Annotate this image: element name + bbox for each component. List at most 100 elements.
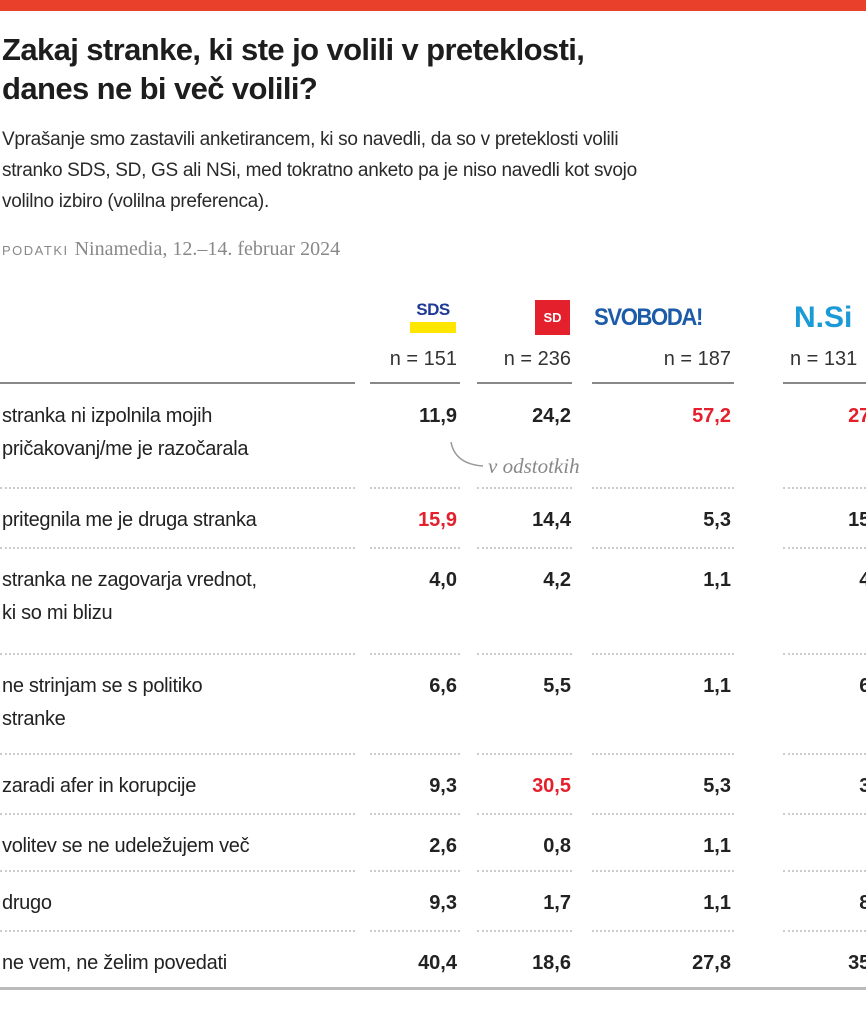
sds-logo-text: SDS [416, 300, 450, 319]
table-cell-value: 4,0 [429, 569, 457, 591]
subtitle-line: stranko SDS, SD, GS ali NSi, med tokratn… [2, 160, 637, 181]
title-line: Zakaj stranke, ki ste jo volili v pretek… [2, 32, 585, 67]
nsi-logo-text: N.Si [794, 301, 853, 334]
chart-title: Zakaj stranke, ki ste jo volili v pretek… [2, 30, 585, 108]
row-divider [477, 813, 572, 815]
source-note: PODATKI Ninamedia, 12.–14. februar 2024 [2, 238, 340, 261]
row-divider [0, 813, 355, 815]
table-cell-value: 9,3 [429, 775, 457, 797]
table-cell-value: 5,3 [703, 509, 731, 531]
table-cell-value: 9,3 [429, 892, 457, 914]
table-cell-value: 11,9 [419, 405, 457, 427]
table-cell-value: 57,2 [692, 405, 731, 427]
row-divider [783, 487, 866, 489]
table-cell-value: 4,2 [543, 569, 571, 591]
row-divider [0, 487, 355, 489]
table-cell-value: 1,1 [703, 569, 731, 591]
table-cell-value: 40,4 [418, 952, 457, 974]
row-divider [783, 753, 866, 755]
row-divider [477, 870, 572, 872]
row-divider [592, 753, 734, 755]
table-cell-value: - [787, 835, 866, 858]
row-label-line: pričakovanj/me je razočarala [2, 438, 249, 460]
row-divider [370, 813, 460, 815]
unit-annotation: v odstotkih [488, 454, 580, 478]
row-divider [592, 930, 734, 932]
source-text: Ninamedia, 12.–14. februar 2024 [74, 238, 341, 260]
table-cell-value: 6,1 [859, 675, 866, 697]
row-label: drugo [2, 887, 52, 920]
table-cell-value: 2,6 [429, 835, 457, 857]
row-divider [477, 753, 572, 755]
row-label-line: zaradi afer in korupcije [2, 775, 197, 797]
row-divider [783, 870, 866, 872]
table-cell-value: 3,0 [859, 775, 866, 797]
row-label-line: ne vem, ne želim povedati [2, 952, 227, 974]
row-divider [370, 930, 460, 932]
svoboda-logo-text: SVOBODA! [594, 304, 703, 331]
row-label-line: ne strinjam se s politiko [2, 675, 203, 697]
row-divider [477, 653, 572, 655]
sds-logo: SDS [410, 300, 456, 336]
row-divider [370, 870, 460, 872]
header-rule [370, 382, 460, 384]
row-label: stranka ni izpolnila mojih pričakovanj/me… [2, 400, 248, 466]
table-cell-value: 35,6 [848, 952, 866, 974]
table-cell-value: 0,8 [543, 835, 571, 857]
table-cell-value: 8,3 [859, 892, 866, 914]
table-cell-value: 6,6 [429, 675, 457, 697]
table-cell-value: 14,4 [532, 509, 571, 531]
row-divider [477, 547, 572, 549]
nsi-logo: N.Si [794, 300, 866, 336]
row-divider [0, 753, 355, 755]
sd-logo: SD [535, 300, 570, 335]
row-label-line: stranka ni izpolnila mojih [2, 405, 213, 427]
row-label-line: ki so mi blizu [2, 602, 113, 624]
svoboda-logo: SVOBODA! [594, 300, 734, 336]
accent-bar [0, 0, 866, 11]
row-label: ne vem, ne želim povedati [2, 947, 227, 980]
row-label: pritegnila me je druga stranka [2, 504, 257, 537]
table-cell-value: 15,2 [848, 509, 866, 531]
row-divider [0, 547, 355, 549]
row-label-line: volitev se ne udeležujem več [2, 835, 250, 857]
row-divider [370, 547, 460, 549]
chart-subtitle: Vprašanje smo zastavili anketirancem, ki… [2, 124, 866, 217]
row-divider [592, 653, 734, 655]
row-divider [370, 653, 460, 655]
table-cell-value: 5,3 [703, 775, 731, 797]
row-divider [477, 930, 572, 932]
table-cell-value: 1,1 [703, 892, 731, 914]
header-rule [477, 382, 572, 384]
table-cell-value: 1,1 [703, 835, 731, 857]
row-label: volitev se ne udeležujem več [2, 830, 250, 863]
header-rule [783, 382, 866, 384]
row-divider [0, 870, 355, 872]
bottom-rule [0, 987, 866, 990]
sample-size-sd: n = 236 [503, 348, 571, 370]
table-cell-value: 24,2 [532, 405, 571, 427]
table-cell-value: 15,9 [418, 509, 457, 531]
table-cell-value: 27,3 [848, 405, 866, 427]
row-label-line: stranka ne zagovarja vrednot, [2, 569, 257, 591]
annotation-arrow-icon [450, 441, 484, 467]
row-divider [592, 813, 734, 815]
table-cell-value: 4,5 [859, 569, 866, 591]
sample-size-nsi: n = 131 [790, 348, 858, 370]
title-line: danes ne bi več volili? [2, 71, 318, 106]
row-divider [592, 870, 734, 872]
header-rule [0, 382, 355, 384]
header-rule [592, 382, 734, 384]
row-divider [477, 487, 572, 489]
row-divider [783, 813, 866, 815]
row-divider [370, 487, 460, 489]
row-divider [592, 487, 734, 489]
row-label-line: pritegnila me je druga stranka [2, 509, 257, 531]
row-divider [592, 547, 734, 549]
subtitle-line: volilno izbiro (volilna preferenca). [2, 191, 269, 212]
subtitle-line: Vprašanje smo zastavili anketirancem, ki… [2, 129, 619, 150]
table-cell-value: 1,7 [543, 892, 571, 914]
row-label-line: stranke [2, 708, 66, 730]
sample-size-sds: n = 151 [389, 348, 457, 370]
row-label: zaradi afer in korupcije [2, 770, 196, 803]
